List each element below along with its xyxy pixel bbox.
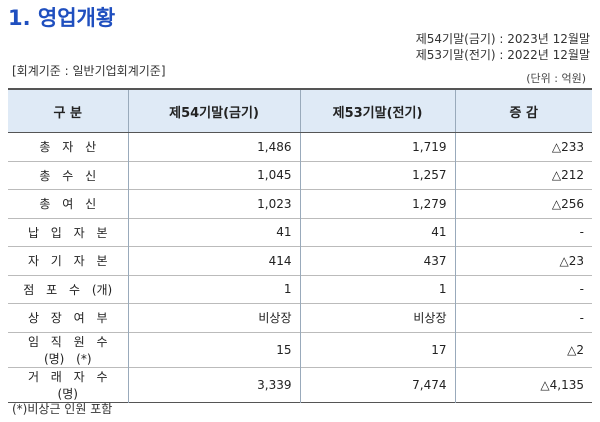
cell: 비상장 <box>299 303 455 332</box>
cell: △4,135 <box>454 366 592 402</box>
row-label: 점 포 수 (개) <box>8 274 128 304</box>
cell: 41 <box>299 217 455 247</box>
cell: △256 <box>454 189 592 218</box>
cell: 1,045 <box>127 160 300 190</box>
row-label: 임 직 원 수 (명) (*) <box>8 331 128 367</box>
cell: 1,257 <box>299 160 455 190</box>
cell: 1,719 <box>299 132 455 161</box>
accounting-standard: [회계기준 : 일반기업회계기준] <box>12 64 166 78</box>
period: 제54기말(금기) : 2023년 12월말 <box>415 32 590 46</box>
row-label: 상 장 여 부 <box>8 303 128 332</box>
header-row: 구 분 제54기말(금기) 제53기말(전기) 증 감 <box>8 89 592 133</box>
row-label: 거 래 자 수 (명) <box>8 366 128 402</box>
unit: (단위 : 억원) <box>526 72 586 85</box>
cell: 414 <box>127 246 300 275</box>
cell: - <box>454 274 592 304</box>
row-label: 자 기 자 본 <box>8 246 128 275</box>
cell: 1 <box>127 274 300 304</box>
cell: 1,486 <box>127 132 300 161</box>
row-label: 총 수 신 <box>8 160 128 190</box>
title: 1. 영업개황 <box>8 6 116 30</box>
period: 제53기말(전기) : 2022년 12월말 <box>415 48 590 62</box>
column-header: 증 감 <box>454 89 592 133</box>
cell: 41 <box>127 217 300 247</box>
table-row: 총 자 산 1,486 1,719 △233 <box>8 132 592 161</box>
cell: 1 <box>299 274 455 304</box>
table-row: 자 기 자 본 414 437 △23 <box>8 246 592 275</box>
cell: 17 <box>299 331 455 367</box>
table-row: 총 수 신 1,045 1,257 △212 <box>8 160 592 190</box>
cell: △23 <box>454 246 592 275</box>
cell: 1,023 <box>127 189 300 218</box>
cell: 7,474 <box>299 366 455 402</box>
footnote: (*)비상근 인원 포함 <box>12 402 113 416</box>
cell: △212 <box>454 160 592 190</box>
table-body: 총 자 산 1,486 1,719 △233 총 수 신 1,045 1,257 △212 총 … <box>8 132 592 402</box>
row-label: 납 입 자 본 <box>8 217 128 247</box>
table-row: 임 직 원 수 (명) (*) 15 17 △2 <box>8 331 592 367</box>
cell: △2 <box>454 331 592 367</box>
cell: △233 <box>454 132 592 161</box>
row-label: 총 여 신 <box>8 189 128 218</box>
table: 구 분 제54기말(금기) 제53기말(전기) 증 감 총 자 산 1,486 1,719… <box>8 88 592 403</box>
cell: 437 <box>299 246 455 275</box>
table-row: 거 래 자 수 (명) 3,339 7,474 △4,135 <box>8 366 592 402</box>
column-header: 제53기말(전기) <box>299 89 455 133</box>
cell: - <box>454 217 592 247</box>
column-header: 제54기말(금기) <box>127 89 300 133</box>
table-row: 총 여 신 1,023 1,279 △256 <box>8 189 592 218</box>
cell: 15 <box>127 331 300 367</box>
column-header: 구 분 <box>8 89 128 133</box>
cell: - <box>454 303 592 332</box>
table-row: 납 입 자 본 41 41- <box>8 217 592 247</box>
row-label: 총 자 산 <box>8 132 128 161</box>
cell: 1,279 <box>299 189 455 218</box>
cell: 3,339 <box>127 366 300 402</box>
table-row: 점 포 수 (개) 1 1- <box>8 274 592 304</box>
cell: 비상장 <box>127 303 300 332</box>
table-row: 상 장 여 부 비상장 비상장 - <box>8 303 592 332</box>
